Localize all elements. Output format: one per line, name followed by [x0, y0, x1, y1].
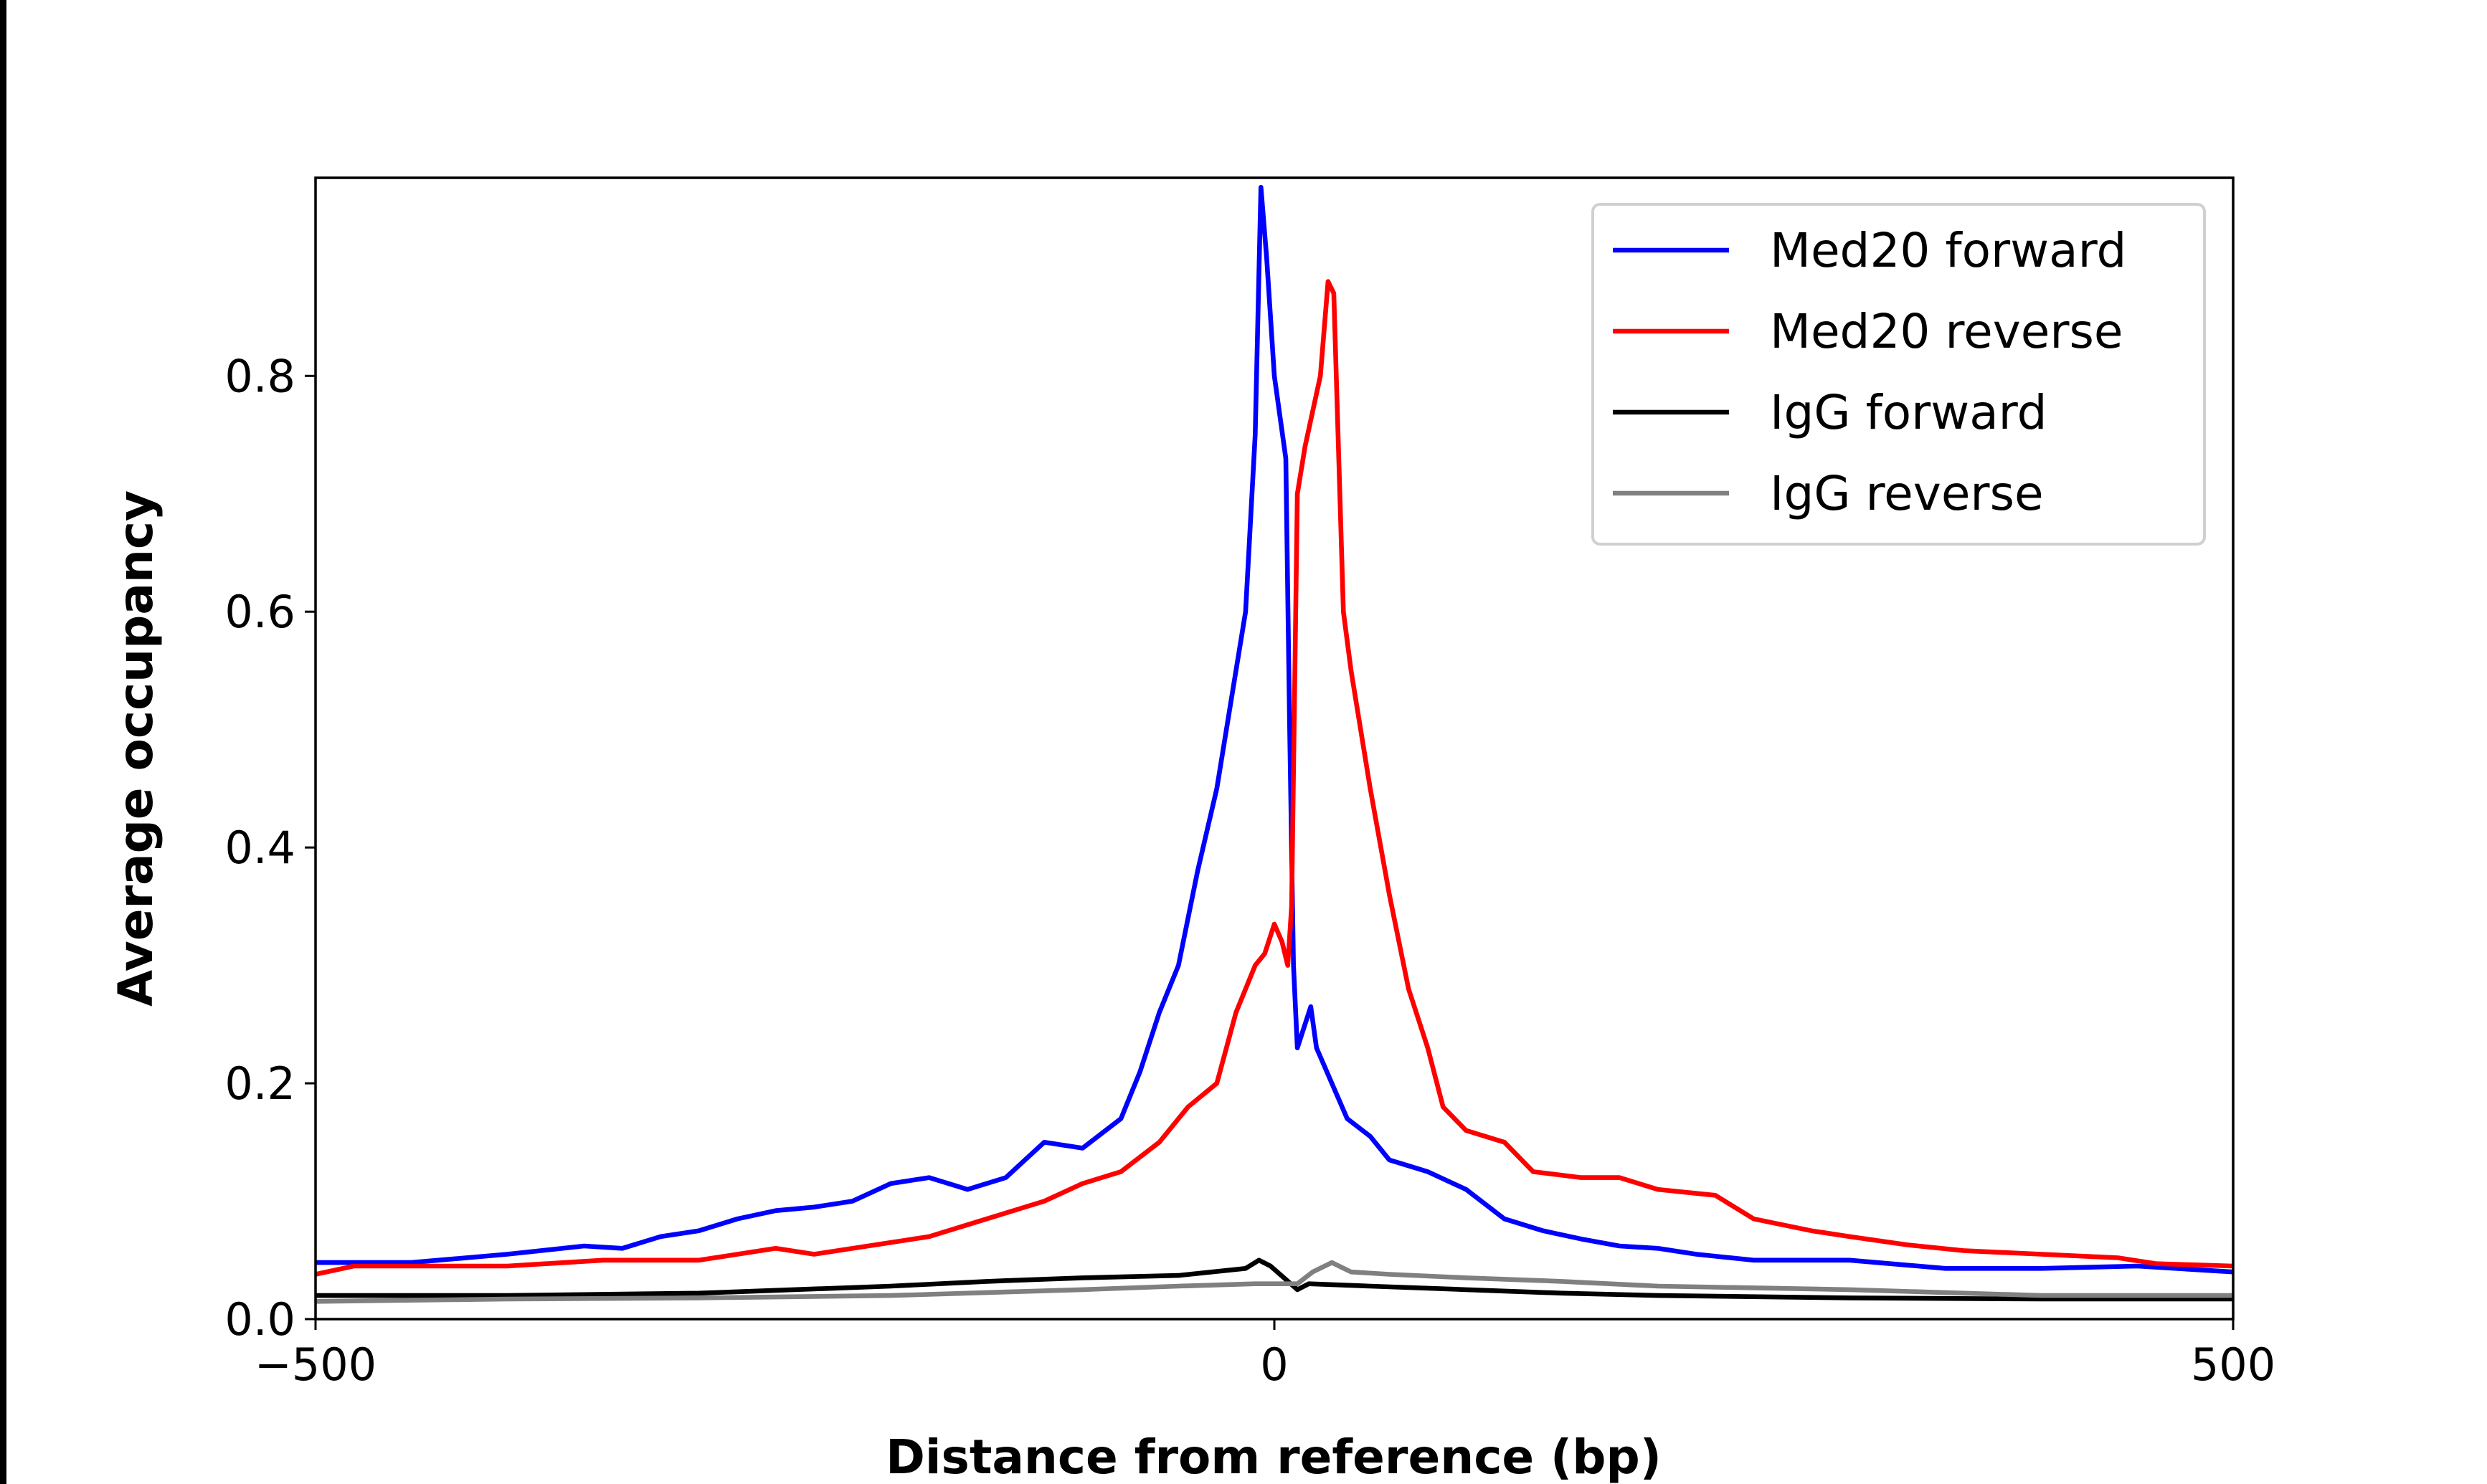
legend-label: Med20 reverse	[1770, 304, 2123, 359]
y-tick-label: 0.8	[224, 350, 295, 402]
legend-label: IgG forward	[1770, 385, 2047, 440]
x-tick-label: 500	[2191, 1338, 2275, 1391]
legend-label: Med20 forward	[1770, 223, 2126, 278]
x-tick-label: −500	[255, 1338, 376, 1391]
legend-label: IgG reverse	[1770, 466, 2044, 521]
series-line-med20-reverse	[316, 279, 2233, 1277]
y-tick-label: 0.6	[224, 586, 295, 638]
ticks: −500 0 500 0.0 0.2 0.4 0.6 0.8	[224, 350, 2275, 1391]
series-line-med20-forward	[316, 184, 2233, 1275]
y-tick-label: 0.2	[224, 1057, 295, 1110]
left-border	[0, 0, 6, 1484]
x-axis-label: Distance from reference (bp)	[886, 1430, 1662, 1484]
y-tick-label: 0.4	[224, 822, 295, 874]
y-axis-label: Average occupancy	[108, 490, 164, 1007]
legend-box	[1591, 203, 2206, 546]
legend: Med20 forward Med20 reverse IgG forward IgG…	[1591, 203, 2206, 546]
series-line-igg-forward	[316, 1257, 2233, 1302]
y-tick-label: 0.0	[224, 1293, 295, 1346]
x-tick-label: 0	[1260, 1338, 1288, 1391]
plot-lines	[316, 184, 2233, 1304]
series-line-igg-reverse	[316, 1260, 2233, 1304]
